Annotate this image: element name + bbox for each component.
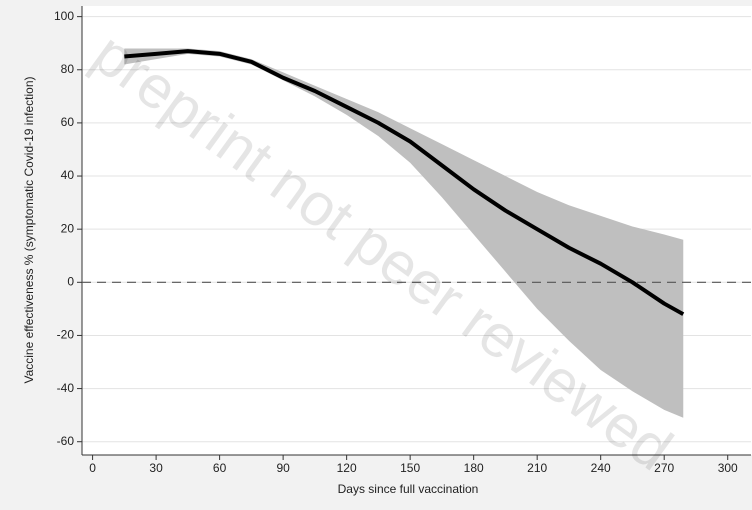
x-tick-label: 150: [400, 461, 420, 475]
x-tick-label: 30: [149, 461, 163, 475]
x-tick-label: 120: [337, 461, 357, 475]
y-tick-label: 80: [61, 62, 75, 76]
x-tick-label: 90: [276, 461, 290, 475]
y-tick-label: 100: [54, 9, 74, 23]
effectiveness-line: [124, 49, 685, 316]
x-tick-label: 210: [527, 461, 547, 475]
confidence-band: [124, 48, 684, 418]
y-tick-label: -60: [57, 434, 75, 448]
x-tick-label: 240: [591, 461, 611, 475]
y-tick-label: 60: [61, 115, 75, 129]
x-tick-label: 180: [464, 461, 484, 475]
x-tick-label: 270: [654, 461, 674, 475]
y-axis-label: Vaccine effectiveness % (symptomatic Cov…: [22, 76, 36, 383]
x-axis-label: Days since full vaccination: [338, 482, 479, 496]
y-tick-label: 0: [67, 274, 74, 288]
y-tick-label: -40: [57, 381, 75, 395]
x-tick-label: 300: [718, 461, 738, 475]
x-tick-label: 0: [89, 461, 96, 475]
x-tick-label: 60: [213, 461, 227, 475]
y-tick-label: -20: [57, 328, 75, 342]
y-tick-label: 20: [61, 221, 75, 235]
y-tick-label: 40: [61, 168, 75, 182]
